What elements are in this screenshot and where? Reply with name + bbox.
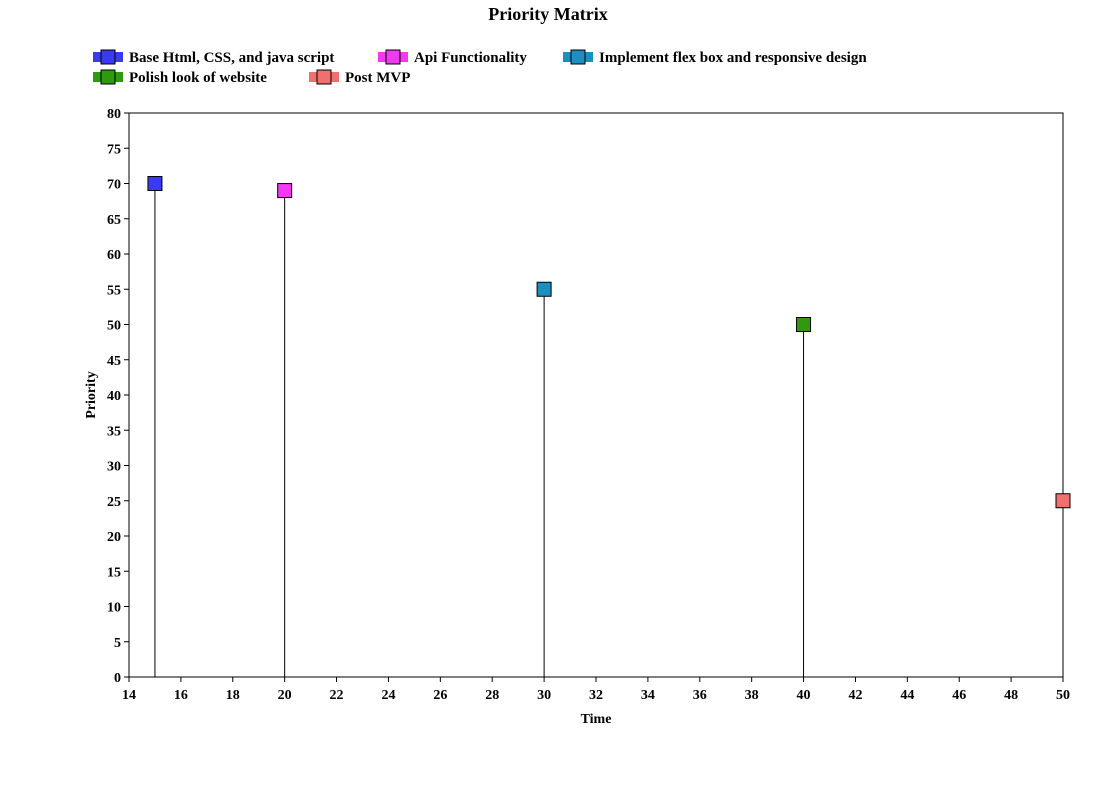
plot-frame <box>128 112 1064 678</box>
legend-item: Post MVP <box>309 69 410 86</box>
y-tick-label: 65 <box>107 213 121 228</box>
legend-label: Base Html, CSS, and java script <box>129 50 334 66</box>
data-point <box>536 281 552 297</box>
legend-swatch-marker <box>100 49 116 65</box>
y-tick-label: 30 <box>107 460 121 475</box>
y-tick-label: 50 <box>107 319 121 334</box>
legend-item: Api Functionality <box>378 49 527 66</box>
y-tick-label: 10 <box>107 601 121 616</box>
x-tick-label: 46 <box>952 688 966 703</box>
x-tick-label: 50 <box>1056 688 1070 703</box>
y-tick-label: 35 <box>107 424 121 439</box>
x-tick-label: 16 <box>174 688 188 703</box>
chart-title: Priority Matrix <box>488 4 607 24</box>
y-axis-title: Priority <box>84 371 99 418</box>
y-tick-label: 5 <box>114 636 121 651</box>
x-tick-label: 30 <box>537 688 551 703</box>
x-tick-label: 42 <box>848 688 862 703</box>
x-tick-label: 26 <box>433 688 447 703</box>
legend-item: Polish look of website <box>93 69 267 86</box>
y-tick-label: 70 <box>107 178 121 193</box>
x-tick-label: 14 <box>122 688 136 703</box>
x-axis: 14 16 18 20 22 24 26 28 30 32 34 36 38 40 42 44 46 48 50 <box>122 677 1070 703</box>
x-tick-label: 48 <box>1004 688 1018 703</box>
data-point <box>796 317 812 332</box>
x-tick-label: 22 <box>330 688 344 703</box>
x-tick-label: 18 <box>226 688 240 703</box>
legend: Base Html, CSS, and java script Api Funct… <box>93 49 867 86</box>
x-tick-label: 38 <box>745 688 759 703</box>
legend-swatch-marker <box>385 49 401 65</box>
y-tick-label: 40 <box>107 389 121 404</box>
legend-swatch-marker <box>570 49 586 65</box>
y-tick-label: 20 <box>107 530 121 545</box>
data-point <box>277 183 293 199</box>
data-marks <box>147 176 1071 677</box>
legend-label: Polish look of website <box>129 70 267 86</box>
legend-swatch-marker <box>316 69 332 85</box>
x-tick-label: 24 <box>381 688 395 703</box>
y-tick-label: 45 <box>107 354 121 369</box>
x-tick-label: 32 <box>589 688 603 703</box>
x-axis-title: Time <box>581 712 612 727</box>
y-tick-label: 25 <box>107 495 121 510</box>
legend-label: Implement flex box and responsive design <box>599 50 867 66</box>
x-tick-label: 20 <box>278 688 292 703</box>
x-tick-label: 28 <box>485 688 499 703</box>
legend-item: Implement flex box and responsive design <box>563 49 867 66</box>
y-axis: 0 5 10 15 20 25 30 35 40 45 50 55 60 65 70 75 80 <box>107 107 129 686</box>
y-tick-label: 75 <box>107 142 121 157</box>
y-tick-label: 15 <box>107 565 121 580</box>
legend-item: Base Html, CSS, and java script <box>93 49 334 66</box>
y-tick-label: 80 <box>107 107 121 122</box>
data-point <box>147 176 163 191</box>
y-tick-label: 60 <box>107 248 121 263</box>
y-tick-label: 55 <box>107 283 121 298</box>
y-tick-label: 0 <box>114 671 121 686</box>
x-tick-label: 40 <box>797 688 811 703</box>
legend-swatch-marker <box>100 69 116 85</box>
data-point <box>1055 493 1071 509</box>
legend-label: Api Functionality <box>414 50 527 66</box>
x-tick-label: 34 <box>641 688 655 703</box>
x-tick-label: 36 <box>693 688 707 703</box>
legend-label: Post MVP <box>345 70 410 86</box>
x-tick-label: 44 <box>900 688 914 703</box>
